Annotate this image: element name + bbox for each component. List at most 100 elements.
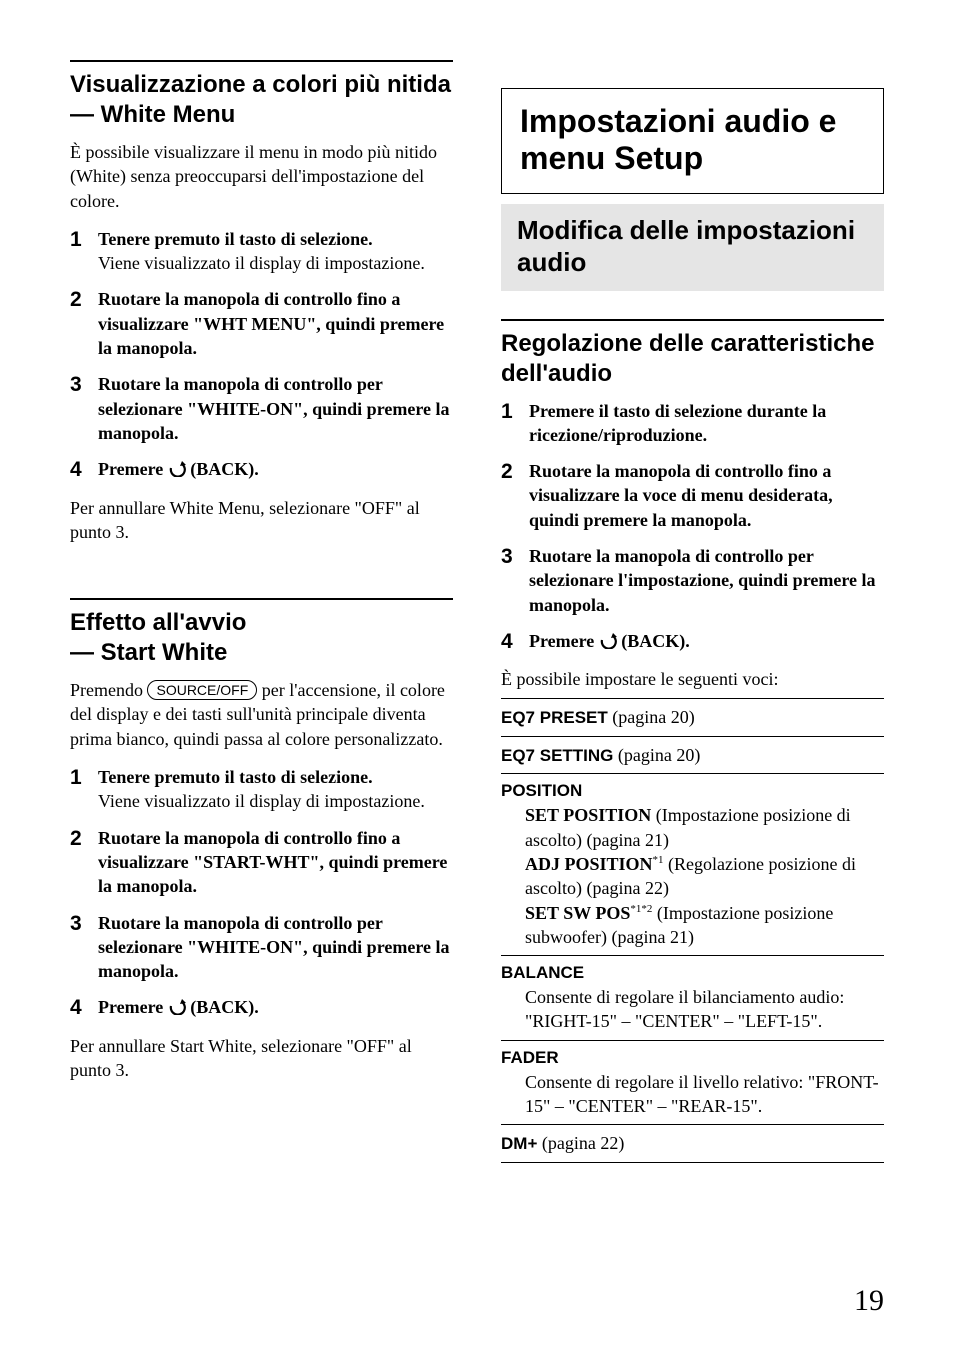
- right-column: Impostazioni audio e menu Setup Modifica…: [501, 60, 884, 1169]
- step-bold: Ruotare la manopola di controllo fino a …: [98, 826, 453, 899]
- step-body: Premere il tasto di selezione durante la…: [529, 399, 884, 448]
- after-text: Per annullare White Menu, selezionare "O…: [70, 496, 453, 545]
- step-text-pre: Premere: [529, 631, 599, 651]
- intro-pre: Premendo: [70, 680, 147, 700]
- step-number: 2: [70, 826, 88, 899]
- step-body: Ruotare la manopola di controllo fino a …: [529, 459, 884, 532]
- step-bold: Ruotare la manopola di controllo fino a …: [98, 287, 453, 360]
- step-number: 2: [501, 459, 519, 532]
- page-number: 19: [854, 1284, 884, 1318]
- step-bold: Ruotare la manopola di controllo per sel…: [98, 911, 453, 984]
- back-arrow-icon: [599, 631, 617, 655]
- item-rule: [501, 736, 884, 737]
- item-title: DM+: [501, 1134, 537, 1153]
- step-4: 4 Premere (BACK).: [501, 629, 884, 655]
- step-regular: Viene visualizzato il display di imposta…: [98, 251, 453, 275]
- item-detail: Consente di regolare il livello relativo…: [501, 1070, 884, 1119]
- item-title: BALANCE: [501, 962, 884, 985]
- step-body: Premere (BACK).: [98, 457, 453, 483]
- sub-title-box: Modifica delle impostazioni audio: [501, 204, 884, 291]
- step-number: 1: [70, 765, 88, 814]
- step-bold: Ruotare la manopola di controllo fino a …: [529, 459, 884, 532]
- position-line-1: SET POSITION (Impostazione posizione di …: [525, 803, 884, 852]
- step-body: Ruotare la manopola di controllo fino a …: [98, 826, 453, 899]
- step-text-pre: Premere: [98, 459, 168, 479]
- section-rule: [70, 598, 453, 600]
- position-line-2: ADJ POSITION*1 (Regolazione posizione di…: [525, 852, 884, 901]
- step-body: Premere (BACK).: [529, 629, 884, 655]
- step-text-post: (BACK).: [190, 459, 259, 479]
- sub-title: Modifica delle impostazioni audio: [517, 214, 868, 279]
- position-line-3: SET SW POS*1*2 (Impostazione posizione s…: [525, 901, 884, 950]
- step-number: 1: [70, 227, 88, 276]
- step-number: 1: [501, 399, 519, 448]
- spacer: [70, 558, 453, 598]
- step-number: 4: [70, 457, 88, 483]
- step-body: Tenere premuto il tasto di selezione. Vi…: [98, 227, 453, 276]
- step-bold: Tenere premuto il tasto di selezione.: [98, 227, 453, 251]
- item-rule: [501, 955, 884, 956]
- item-rule: [501, 1040, 884, 1041]
- step-body: Ruotare la manopola di controllo fino a …: [98, 287, 453, 360]
- spacer: [501, 60, 884, 88]
- item-detail: Consente di regolare il bilanciamento au…: [501, 985, 884, 1034]
- section-heading-audio-char: Regolazione delle caratteristiche dell'a…: [501, 329, 884, 389]
- step-4: 4 Premere (BACK).: [70, 457, 453, 483]
- left-column: Visualizzazione a colori più nitida — Wh…: [70, 60, 453, 1169]
- step-1: 1 Premere il tasto di selezione durante …: [501, 399, 884, 448]
- item-suffix: (pagina 20): [608, 707, 695, 727]
- chapter-title: Impostazioni audio e menu Setup: [520, 103, 865, 177]
- step-2: 2 Ruotare la manopola di controllo fino …: [70, 826, 453, 899]
- step-body: Ruotare la manopola di controllo per sel…: [98, 372, 453, 445]
- step-text-pre: Premere: [98, 997, 168, 1017]
- item-dmplus: DM+ (pagina 22): [501, 1131, 884, 1156]
- item-eq7-setting: EQ7 SETTING (pagina 20): [501, 743, 884, 768]
- step-body: Tenere premuto il tasto di selezione. Vi…: [98, 765, 453, 814]
- section-heading-white-menu: Visualizzazione a colori più nitida — Wh…: [70, 70, 453, 130]
- heading-line-2: — Start White: [70, 639, 227, 666]
- step-number: 3: [70, 372, 88, 445]
- step-bold: Ruotare la manopola di controllo per sel…: [529, 544, 884, 617]
- step-body: Premere (BACK).: [98, 995, 453, 1021]
- item-eq7-preset: EQ7 PRESET (pagina 20): [501, 705, 884, 730]
- step-3: 3 Ruotare la manopola di controllo per s…: [70, 372, 453, 445]
- label: ADJ POSITION: [525, 854, 653, 874]
- step-number: 4: [501, 629, 519, 655]
- step-3: 3 Ruotare la manopola di controllo per s…: [70, 911, 453, 984]
- step-1: 1 Tenere premuto il tasto di selezione. …: [70, 227, 453, 276]
- item-title: EQ7 PRESET: [501, 708, 608, 727]
- step-3: 3 Ruotare la manopola di controllo per s…: [501, 544, 884, 617]
- superscript: *1*2: [630, 903, 652, 915]
- step-bold: Premere il tasto di selezione durante la…: [529, 399, 884, 448]
- intro-text: È possibile visualizzare il menu in modo…: [70, 140, 453, 213]
- step-2: 2 Ruotare la manopola di controllo fino …: [70, 287, 453, 360]
- item-suffix: (pagina 20): [613, 745, 700, 765]
- step-bold: Tenere premuto il tasto di selezione.: [98, 765, 453, 789]
- section-rule: [70, 60, 453, 62]
- label: SET POSITION: [525, 805, 651, 825]
- step-1: 1 Tenere premuto il tasto di selezione. …: [70, 765, 453, 814]
- step-number: 2: [70, 287, 88, 360]
- step-number: 3: [70, 911, 88, 984]
- item-balance: BALANCE Consente di regolare il bilancia…: [501, 962, 884, 1034]
- item-rule: [501, 1124, 884, 1125]
- two-column-layout: Visualizzazione a colori più nitida — Wh…: [70, 60, 884, 1169]
- step-text-post: (BACK).: [621, 631, 690, 651]
- chapter-title-box: Impostazioni audio e menu Setup: [501, 88, 884, 194]
- heading-line-1: Effetto all'avvio: [70, 609, 246, 636]
- item-title: FADER: [501, 1047, 884, 1070]
- step-4: 4 Premere (BACK).: [70, 995, 453, 1021]
- step-2: 2 Ruotare la manopola di controllo fino …: [501, 459, 884, 532]
- section-rule: [501, 319, 884, 321]
- superscript: *1: [653, 854, 664, 866]
- step-number: 3: [501, 544, 519, 617]
- intro-text: Premendo SOURCE/OFF per l'accensione, il…: [70, 678, 453, 751]
- after-text: Per annullare Start White, selezionare "…: [70, 1034, 453, 1083]
- item-rule: [501, 773, 884, 774]
- step-body: Ruotare la manopola di controllo per sel…: [98, 911, 453, 984]
- item-position: POSITION SET POSITION (Impostazione posi…: [501, 780, 884, 949]
- section-heading-start-white: Effetto all'avvio — Start White: [70, 608, 453, 668]
- item-suffix: (pagina 22): [537, 1133, 624, 1153]
- item-title: EQ7 SETTING: [501, 746, 613, 765]
- back-arrow-icon: [168, 997, 186, 1021]
